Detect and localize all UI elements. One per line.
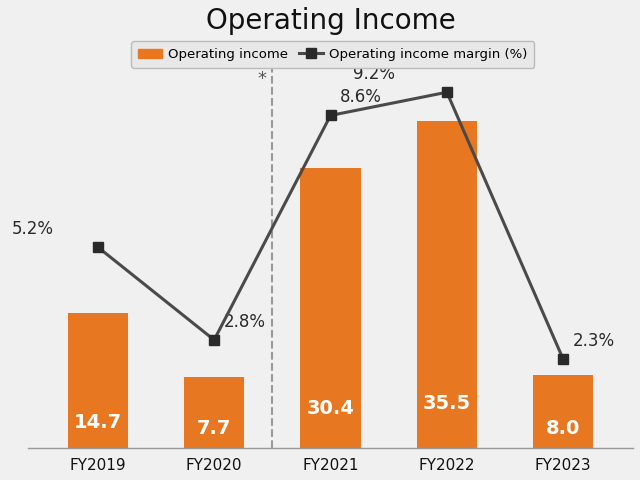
Text: 2.3%: 2.3% (573, 332, 614, 350)
Bar (533, 374, 593, 448)
Bar (417, 121, 477, 448)
Title: Operating Income: Operating Income (205, 7, 456, 35)
Text: 35.5: 35.5 (423, 394, 471, 413)
Text: 5.2%: 5.2% (12, 220, 54, 238)
Text: 7.7: 7.7 (197, 420, 231, 438)
Bar (184, 377, 244, 448)
Text: 8.6%: 8.6% (340, 88, 381, 106)
Bar (300, 168, 361, 448)
Text: 9.2%: 9.2% (353, 65, 394, 83)
Bar (68, 313, 128, 448)
Text: *: * (257, 71, 266, 88)
Text: 2.8%: 2.8% (223, 313, 266, 331)
Text: 30.4: 30.4 (307, 398, 355, 418)
Legend: Operating income, Operating income margin (%): Operating income, Operating income margi… (131, 41, 534, 68)
Text: 14.7: 14.7 (74, 413, 122, 432)
Text: 8.0: 8.0 (546, 419, 580, 438)
